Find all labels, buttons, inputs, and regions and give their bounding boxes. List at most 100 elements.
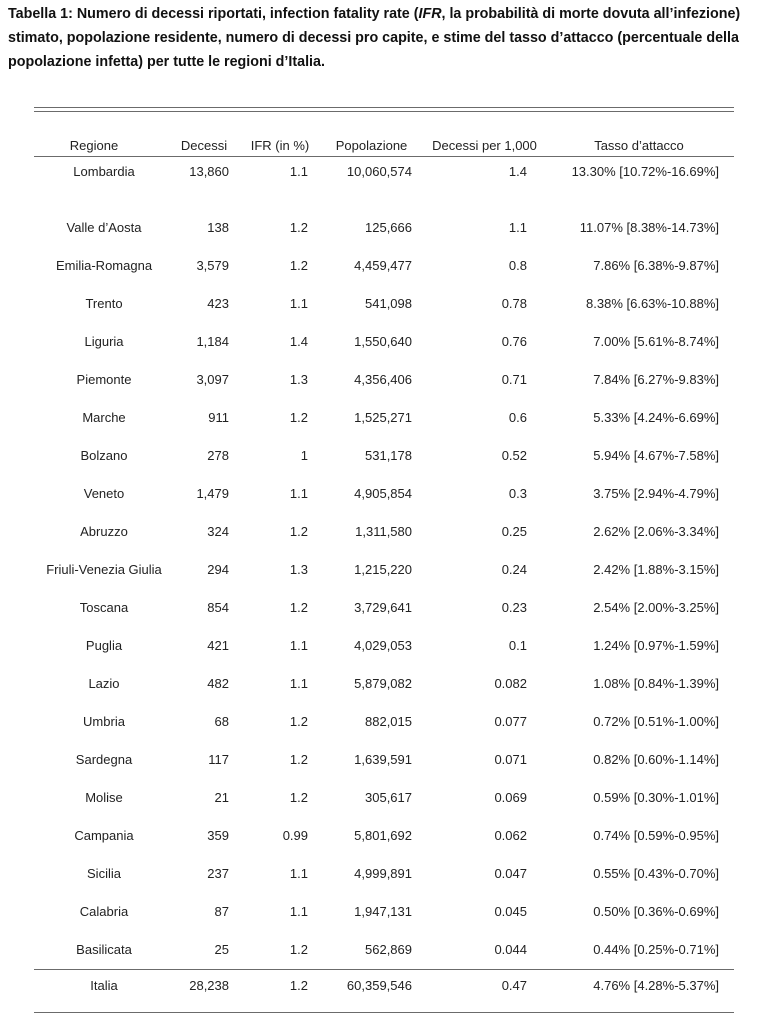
cell-popolazione: 882,015 [365, 714, 412, 729]
header-ifr: IFR (in %) [250, 138, 310, 153]
table-row: Puglia 421 1.1 4,029,053 0.1 1.24% [0.97%-1.5… [34, 636, 734, 656]
cell-tasso-attacco: 5.94% [4.67%-7.58%] [593, 448, 719, 463]
cell-regione: Molise [85, 790, 123, 805]
cell-regione: Emilia-Romagna [55, 258, 153, 273]
cell-decessi: 359 [207, 828, 229, 843]
cell-popolazione: 4,356,406 [354, 372, 412, 387]
cell-ifr: 1.1 [289, 676, 308, 691]
cell-tasso-attacco: 1.08% [0.84%-1.39%] [593, 676, 719, 691]
cell-tasso-attacco: 11.07% [8.38%-14.73%] [579, 220, 719, 235]
cell-decessi-per-1000: 0.3 [508, 486, 527, 501]
cell-regione: Lazio [88, 676, 120, 691]
cell-decessi-per-1000: 0.8 [508, 258, 527, 273]
cell-ifr: 1.2 [289, 942, 308, 957]
caption-text-2: , la probabilità di morte dovuta all’inf… [8, 6, 741, 70]
cell-decessi-per-1000: 0.062 [494, 828, 527, 843]
cell-ifr: 1.2 [289, 714, 308, 729]
cell-tasso-attacco: 0.44% [0.25%-0.71%] [593, 942, 719, 957]
cell-popolazione: 125,666 [365, 220, 412, 235]
cell-popolazione: 5,879,082 [354, 676, 412, 691]
cell-tasso-attacco: 13.30% [10.72%-16.69%] [571, 164, 719, 179]
table-row: Campania 359 0.99 5,801,692 0.062 0.74% [0.59… [34, 826, 734, 846]
cell-ifr: 1 [300, 448, 308, 463]
table-row: Valle d’Aosta 138 1.2 125,666 1.1 11.07% [8.3… [34, 218, 734, 238]
cell-regione: Sardegna [75, 752, 133, 767]
cell-regione: Umbria [83, 714, 125, 729]
cell-ifr: 1.2 [289, 752, 308, 767]
cell-tasso-attacco: 0.50% [0.36%-0.69%] [593, 904, 719, 919]
cell-decessi: 1,479 [196, 486, 229, 501]
cell-decessi: 117 [208, 752, 229, 767]
cell-tasso-attacco: 7.86% [6.38%-9.87%] [593, 258, 719, 273]
cell-ifr: 1.1 [289, 638, 308, 653]
cell-decessi-per-1000: 0.047 [494, 866, 527, 881]
cell-decessi-per-1000: 0.071 [494, 752, 527, 767]
table-row: Marche 911 1.2 1,525,271 0.6 5.33% [4.24%-6.6… [34, 408, 734, 428]
cell-ifr: 1.1 [289, 866, 308, 881]
cell-popolazione: 531,178 [365, 448, 412, 463]
cell-regione: Sicilia [87, 866, 121, 881]
cell-ifr: 1.4 [289, 334, 308, 349]
table-caption: Tabella 1: Numero di decessi riportati, … [8, 2, 766, 74]
cell-ifr: 1.1 [289, 164, 308, 179]
cell-popolazione: 1,947,131 [354, 904, 412, 919]
header-regione: Regione [69, 138, 119, 153]
header-decessi: Decessi [180, 138, 228, 153]
cell-regione: Basilicata [76, 942, 132, 957]
table-row: Bolzano 278 1 531,178 0.52 5.94% [4.67%-7.58%… [34, 446, 734, 466]
header-rule [34, 156, 734, 157]
cell-popolazione: 3,729,641 [354, 600, 412, 615]
table-row: Lazio 482 1.1 5,879,082 0.082 1.08% [0.84%-1.… [34, 674, 734, 694]
cell-decessi-per-1000: 0.76 [501, 334, 527, 349]
cell-ifr: 1.2 [289, 220, 308, 235]
table-row: Molise 21 1.2 305,617 0.069 0.59% [0.30%-1.01… [34, 788, 734, 808]
table-total-row: Italia 28,238 1.2 60,359,546 0.47 4.76% … [34, 976, 734, 996]
cell-tasso-attacco: 0.59% [0.30%-1.01%] [593, 790, 719, 805]
table-row: Umbria 68 1.2 882,015 0.077 0.72% [0.51%-1.00… [34, 712, 734, 732]
cell-popolazione: 4,029,053 [354, 638, 412, 653]
cell-decessi: 21 [214, 790, 229, 805]
cell-regione: Piemonte [76, 372, 132, 387]
table-row: Liguria 1,184 1.4 1,550,640 0.76 7.00% [5.61%… [34, 332, 734, 352]
table-row: Veneto 1,479 1.1 4,905,854 0.3 3.75% [2.94%-4… [34, 484, 734, 504]
cell-decessi-per-1000: 1.4 [508, 164, 527, 179]
caption-text-1: Tabella 1: Numero di decessi riportati, … [8, 6, 419, 22]
cell-popolazione: 5,801,692 [354, 828, 412, 843]
cell-decessi: 1,184 [196, 334, 229, 349]
top-rule-2 [34, 111, 734, 112]
total-decessi: 28,238 [189, 978, 229, 993]
table-row: Emilia-Romagna 3,579 1.2 4,459,477 0.8 7.86% … [34, 256, 734, 276]
cell-regione: Lombardia [73, 164, 135, 179]
cell-decessi: 421 [207, 638, 229, 653]
cell-decessi: 278 [207, 448, 229, 463]
cell-tasso-attacco: 7.84% [6.27%-9.83%] [593, 372, 719, 387]
cell-tasso-attacco: 8.38% [6.63%-10.88%] [586, 296, 719, 311]
bottom-rule [34, 1012, 734, 1013]
header-popolazione: Popolazione [335, 138, 408, 153]
cell-popolazione: 4,999,891 [354, 866, 412, 881]
cell-regione: Valle d’Aosta [66, 220, 142, 235]
cell-ifr: 1.2 [289, 410, 308, 425]
table-row: Calabria 87 1.1 1,947,131 0.045 0.50% [0.36%-… [34, 902, 734, 922]
cell-decessi-per-1000: 0.6 [508, 410, 527, 425]
cell-regione: Campania [74, 828, 134, 843]
cell-ifr: 1.1 [289, 486, 308, 501]
cell-popolazione: 4,459,477 [354, 258, 412, 273]
cell-decessi-per-1000: 0.1 [508, 638, 527, 653]
cell-decessi-per-1000: 0.71 [501, 372, 527, 387]
table-row: Toscana 854 1.2 3,729,641 0.23 2.54% [2.00%-3… [34, 598, 734, 618]
cell-popolazione: 1,525,271 [354, 410, 412, 425]
cell-popolazione: 10,060,574 [346, 164, 412, 179]
cell-tasso-attacco: 0.74% [0.59%-0.95%] [593, 828, 719, 843]
cell-tasso-attacco: 3.75% [2.94%-4.79%] [593, 486, 719, 501]
cell-decessi: 324 [207, 524, 229, 539]
cell-regione: Marche [82, 410, 126, 425]
cell-decessi-per-1000: 0.52 [501, 448, 527, 463]
cell-regione: Friuli-Venezia Giulia [46, 562, 162, 577]
cell-ifr: 0.99 [282, 828, 308, 843]
cell-tasso-attacco: 0.82% [0.60%-1.14%] [593, 752, 719, 767]
cell-decessi: 68 [214, 714, 229, 729]
total-tasso-attacco: 4.76% [4.28%-5.37%] [593, 978, 719, 993]
table-row: Sardegna 117 1.2 1,639,591 0.071 0.82% [0.60%… [34, 750, 734, 770]
cell-popolazione: 541,098 [365, 296, 412, 311]
